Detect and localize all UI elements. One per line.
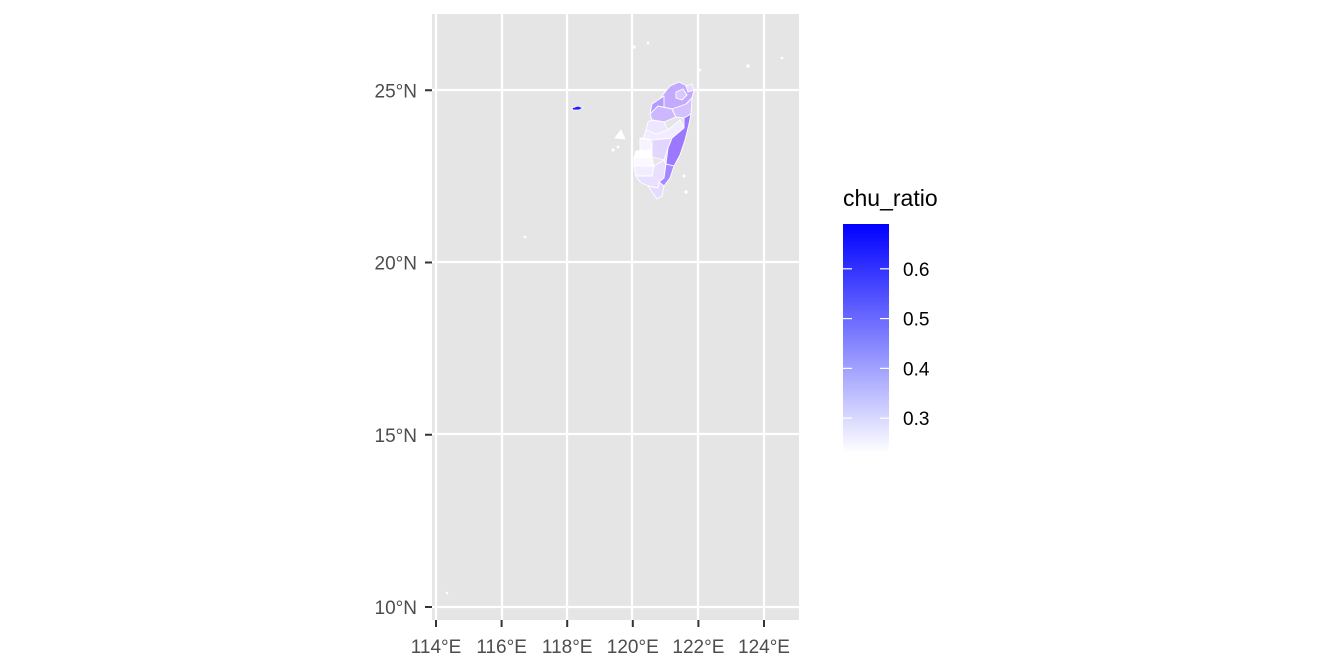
island-penghu [614,129,626,140]
island-pengjia [698,68,702,72]
x-tick-label: 118°E [542,637,593,658]
island-pratas [523,235,527,239]
y-tick-label: 10°N [375,598,417,619]
legend: chu_ratio 0.3 0.4 0.5 0.6 [843,185,938,453]
gridlines [432,14,799,620]
island-kinmen [571,105,584,111]
x-tick-label: 122°E [672,637,724,658]
x-tick-label: 120°E [607,637,659,658]
island-matsu-north [646,41,650,45]
island-penghu-west [616,145,620,149]
legend-break-label: 0.4 [903,359,930,380]
island-penghu-south [611,148,615,152]
legend-break-label: 0.5 [903,310,929,331]
island-taiping [445,591,449,595]
legend-break-label: 0.3 [903,409,929,430]
y-axis: 10°N 15°N 20°N 25°N [375,81,432,619]
taiwan-regions [633,81,695,200]
legend-break-label: 0.6 [903,260,929,281]
region-chiayi [633,156,655,167]
legend-colorbar [843,224,889,453]
legend-breaks: 0.3 0.4 0.5 0.6 [843,260,930,430]
region-tainan [633,165,655,177]
y-tick-label: 20°N [375,254,417,275]
island-chiwei [780,56,784,60]
region-pingtung [647,181,665,200]
legend-title: chu_ratio [843,185,938,211]
map-panel [432,14,799,620]
x-tick-label: 116°E [476,637,527,658]
y-tick-label: 25°N [375,81,417,102]
region-keelung [685,83,695,93]
island-matsu [632,45,636,49]
offshore-islands [445,41,784,595]
region-changhua [639,137,653,152]
region-taipei [675,88,688,101]
x-tick-label: 124°E [738,637,790,658]
x-axis: 114°E 116°E 118°E 120°E 122°E 124°E [411,620,790,658]
island-orchid [684,190,688,194]
island-diaoyu [746,64,750,68]
island-green [682,174,686,178]
y-tick-label: 15°N [375,426,417,447]
x-tick-label: 114°E [411,637,462,658]
